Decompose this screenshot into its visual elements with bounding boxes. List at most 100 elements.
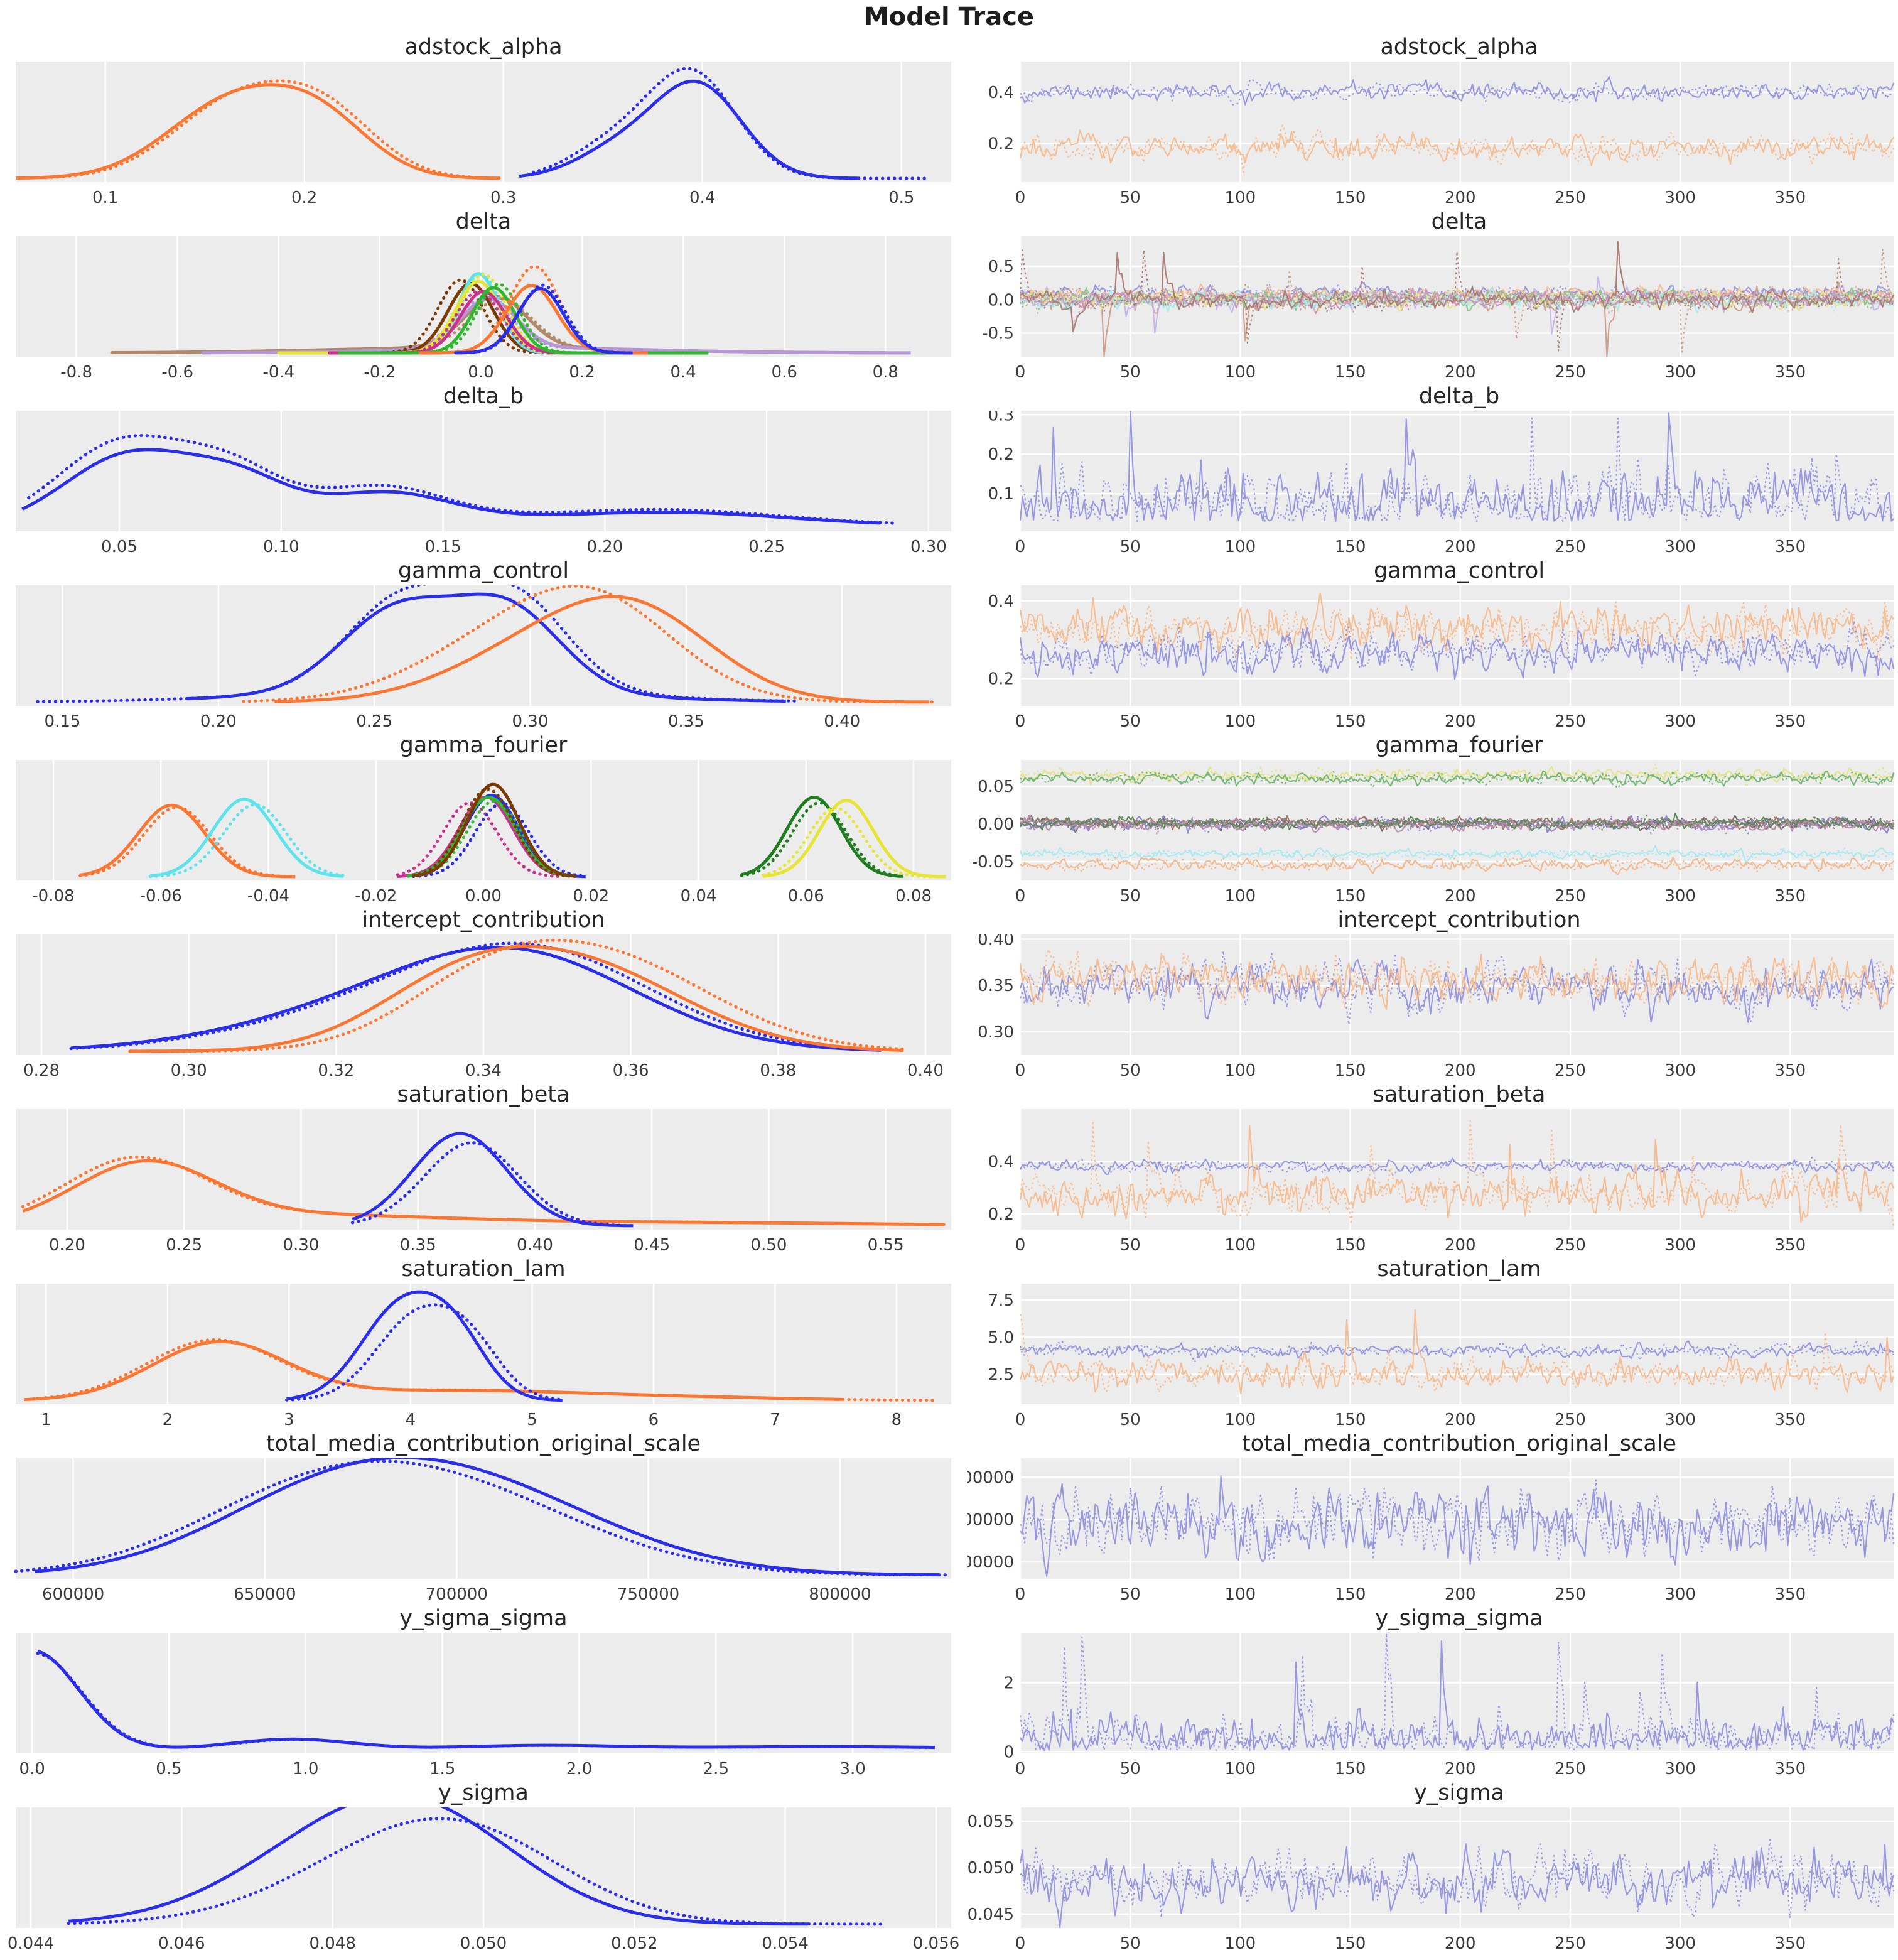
svg-text:350: 350: [1775, 188, 1806, 207]
svg-text:0.40: 0.40: [978, 934, 1014, 949]
svg-text:-0.2: -0.2: [364, 363, 396, 382]
svg-text:0: 0: [1015, 1760, 1026, 1779]
svg-text:0.3: 0.3: [988, 411, 1014, 425]
kde-panel-title: gamma_control: [397, 558, 569, 583]
svg-text:250: 250: [1555, 887, 1586, 906]
svg-text:300: 300: [1664, 538, 1696, 556]
svg-text:2.5: 2.5: [703, 1760, 729, 1779]
svg-text:0.15: 0.15: [45, 712, 81, 731]
trace-panel-title: delta_b: [1418, 384, 1500, 409]
svg-text:150: 150: [1335, 887, 1366, 906]
svg-text:300: 300: [1664, 188, 1696, 207]
kde-plot: 0.15 0.20 0.25 0.30 0.35 0.40: [16, 585, 951, 731]
kde-panel-title: saturation_lam: [401, 1257, 566, 1282]
trace-cell: total_media_contribution_original_scale …: [967, 1431, 1898, 1605]
svg-text:0.0: 0.0: [988, 291, 1014, 310]
kde-plot: -0.08 -0.06 -0.04 -0.02 0.00 0.02 0.04 0.06 0.08: [16, 760, 951, 906]
svg-text:0.5: 0.5: [888, 188, 914, 207]
kde-panel-title: saturation_beta: [397, 1082, 570, 1107]
svg-text:700000: 700000: [426, 1585, 488, 1604]
svg-text:350: 350: [1775, 1410, 1806, 1429]
trace-panel-title: adstock_alpha: [1380, 35, 1538, 60]
svg-text:50: 50: [1120, 1760, 1141, 1779]
kde-plot: 1 2 3 4 5 6 7 8: [16, 1284, 951, 1429]
kde-plot: 0.044 0.046 0.048 0.050 0.052 0.054 0.056: [8, 1807, 959, 1953]
svg-text:1.0: 1.0: [293, 1760, 318, 1779]
svg-text:50: 50: [1120, 538, 1141, 556]
svg-text:50: 50: [1120, 1236, 1141, 1255]
kde-panel-title: total_media_contribution_original_scale: [266, 1431, 701, 1456]
svg-text:200: 200: [1445, 1934, 1476, 1953]
svg-text:-0.04: -0.04: [247, 887, 289, 906]
svg-text:0.2: 0.2: [988, 670, 1014, 689]
svg-text:0.45: 0.45: [634, 1236, 670, 1255]
svg-text:0.20: 0.20: [49, 1236, 85, 1255]
svg-text:250: 250: [1555, 1061, 1586, 1080]
svg-text:100: 100: [1225, 363, 1256, 382]
svg-text:0.055: 0.055: [968, 1812, 1014, 1831]
kde-cell: intercept_contribution 0.28 0.30 0.32 0.34 0…: [0, 907, 967, 1081]
svg-text:200: 200: [1445, 1760, 1476, 1779]
trace-grid: adstock_alpha 0.1 0.2 0.3 0.4 0.5 adstock_al…: [0, 34, 1898, 1954]
svg-text:650000: 650000: [234, 1585, 296, 1604]
svg-text:-0.5: -0.5: [982, 325, 1014, 344]
svg-text:300: 300: [1664, 1934, 1696, 1953]
svg-text:0.40: 0.40: [824, 712, 860, 731]
svg-text:0: 0: [1015, 712, 1026, 731]
svg-text:0.056: 0.056: [913, 1934, 959, 1953]
svg-text:0.05: 0.05: [978, 777, 1014, 796]
svg-text:0: 0: [1015, 1236, 1026, 1255]
svg-text:200: 200: [1445, 712, 1476, 731]
trace-plot: 0 50 100 150 200 250 300 350 0.1 0.2 0.3: [988, 411, 1894, 556]
svg-text:0.28: 0.28: [23, 1061, 60, 1080]
svg-text:0.34: 0.34: [465, 1061, 502, 1080]
kde-panel-title: y_sigma_sigma: [399, 1606, 568, 1631]
svg-text:2: 2: [163, 1410, 173, 1429]
trace-plot: 0 50 100 150 200 250 300 350 0.045 0.050 0.055: [968, 1807, 1895, 1953]
svg-text:50: 50: [1120, 887, 1141, 906]
svg-text:0.00: 0.00: [465, 887, 502, 906]
trace-cell: adstock_alpha 0 50 100 150 200 250 300 350 0.2 0.…: [967, 34, 1898, 208]
svg-text:0.25: 0.25: [166, 1236, 202, 1255]
trace-plot: 0 50 100 150 200 250 300 350 600000 700000 800000: [967, 1458, 1895, 1604]
svg-text:150: 150: [1335, 188, 1366, 207]
svg-text:150: 150: [1335, 1934, 1366, 1953]
svg-text:0.054: 0.054: [762, 1934, 808, 1953]
svg-text:800000: 800000: [967, 1468, 1014, 1487]
svg-text:100: 100: [1225, 712, 1256, 731]
kde-cell: gamma_fourier -0.08 -0.06 -0.04 -0.02 0.00 0.…: [0, 732, 967, 907]
svg-text:0.02: 0.02: [573, 887, 609, 906]
svg-text:0.36: 0.36: [613, 1061, 649, 1080]
svg-text:0.4: 0.4: [988, 592, 1014, 611]
svg-text:4: 4: [406, 1410, 416, 1429]
svg-text:8: 8: [892, 1410, 902, 1429]
svg-text:0.30: 0.30: [512, 712, 549, 731]
svg-text:5.0: 5.0: [988, 1328, 1014, 1347]
svg-text:0.3: 0.3: [490, 188, 516, 207]
svg-text:0: 0: [1015, 1410, 1026, 1429]
trace-plot: 0 50 100 150 200 250 300 350 -0.5 0.0 0.5: [982, 236, 1894, 382]
trace-cell: gamma_control 0 50 100 150 200 250 300 350 0.2 0.…: [967, 558, 1898, 732]
svg-text:350: 350: [1775, 1585, 1806, 1604]
svg-text:0.15: 0.15: [425, 538, 461, 556]
svg-text:0.0: 0.0: [468, 363, 493, 382]
trace-panel-title: y_sigma: [1414, 1780, 1504, 1806]
svg-text:200: 200: [1445, 1410, 1476, 1429]
svg-text:0.2: 0.2: [988, 1205, 1014, 1224]
svg-text:350: 350: [1775, 1236, 1806, 1255]
kde-cell: saturation_beta 0.20 0.25 0.30 0.35 0.40 0.45…: [0, 1081, 967, 1256]
kde-cell: delta -0.8 -0.6 -0.4 -0.2 0.0 0.2 0.4 0.6 0.8: [0, 208, 967, 383]
svg-text:600000: 600000: [967, 1553, 1014, 1572]
svg-text:0.5: 0.5: [988, 257, 1014, 276]
svg-text:0.5: 0.5: [156, 1760, 181, 1779]
svg-text:350: 350: [1775, 1934, 1806, 1953]
kde-panel-title: adstock_alpha: [404, 35, 563, 60]
svg-text:150: 150: [1335, 1061, 1366, 1080]
kde-plot: 0.05 0.10 0.15 0.20 0.25 0.30: [16, 411, 951, 556]
kde-panel-title: intercept_contribution: [362, 907, 605, 933]
svg-text:300: 300: [1664, 1760, 1696, 1779]
svg-text:2.5: 2.5: [988, 1366, 1014, 1385]
trace-plot: 0 50 100 150 200 250 300 350 -0.05 0.00 0.05: [972, 760, 1895, 906]
svg-text:50: 50: [1120, 1061, 1141, 1080]
svg-text:250: 250: [1555, 1760, 1586, 1779]
